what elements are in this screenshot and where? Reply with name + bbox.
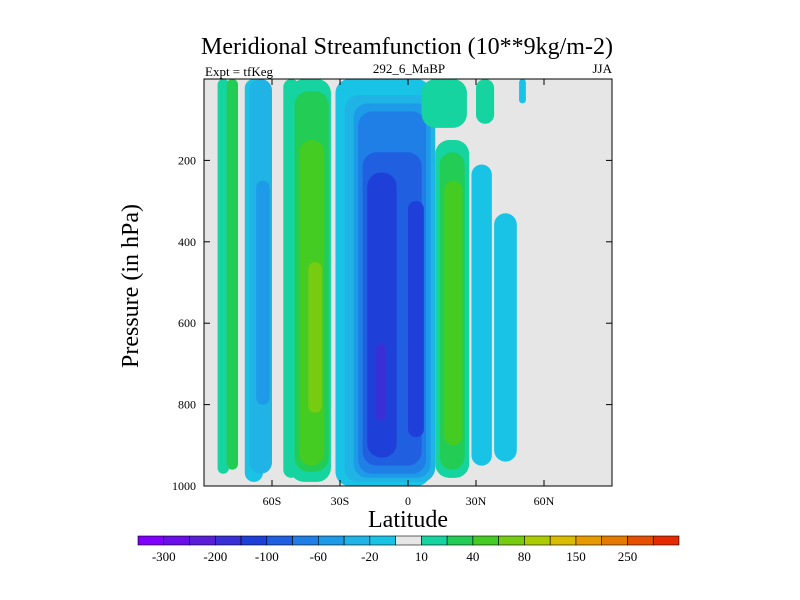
contour-region-18 [421,79,467,128]
y-tick-label-0: 200 [178,153,196,167]
colorbar-label-7: 80 [518,549,531,564]
colorbar-label-9: 250 [618,549,638,564]
colorbar-swatch-4 [240,535,268,546]
colorbar-label-1: -200 [203,549,227,564]
y-tick-label-2: 600 [178,316,196,330]
colorbar-label-0: -300 [152,549,176,564]
colorbar-swatch-20 [652,535,680,546]
colorbar-swatch-3 [214,535,242,546]
colorbar-swatch-10 [395,535,422,546]
center-string: 292_6_MaBP [373,61,445,76]
contour-region-23 [471,164,492,466]
colorbar-swatch-17 [575,535,603,546]
x-tick-label-2: 0 [405,494,411,508]
right-string: JJA [592,61,612,76]
left-string: Expt = tfKeg [205,64,273,79]
contour-fill-group [217,79,526,486]
colorbar-label-3: -60 [310,549,327,564]
colorbar-swatch-14 [498,535,525,546]
y-tick-label-4: 1000 [172,479,196,493]
y-tick-label-3: 800 [178,398,196,412]
colorbar-swatch-0 [137,535,165,546]
contour-region-9 [308,262,322,413]
colorbar-swatch-15 [524,535,551,546]
colorbar-label-8: 150 [566,549,586,564]
contour-region-21 [444,180,463,446]
x-tick-label-0: 60S [263,494,282,508]
colorbar-labels: -300 -200 -100 -60 -20 10 40 80 150 250 [152,549,637,564]
contour-region-4 [256,180,270,405]
colorbar-swatch-6 [292,535,319,546]
x-tick-label-1: 30S [331,494,350,508]
colorbar-label-6: 40 [466,549,479,564]
colorbar-swatch-2 [189,535,216,546]
contour-region-17 [376,343,386,421]
x-tick-label-3: 30N [466,494,487,508]
colorbar-swatch-1 [163,535,190,546]
chart-title: Meridional Streamfunction (10**9kg/m-2) [201,34,613,60]
colorbar-swatch-5 [266,535,293,546]
colorbar-swatch-16 [549,535,577,546]
colorbar [137,535,680,546]
x-axis-label: Latitude [368,507,448,533]
contour-region-16 [408,201,424,438]
contour-region-22 [476,79,495,124]
colorbar-swatch-12 [446,535,474,546]
colorbar-swatch-19 [627,535,654,546]
x-tick-label-4: 60N [534,494,555,508]
colorbar-label-4: -20 [361,549,378,564]
colorbar-swatch-11 [421,535,448,546]
y-tick-label-1: 400 [178,235,196,249]
colorbar-swatch-13 [472,535,499,546]
contour-region-15 [367,172,397,458]
x-axis: 60S 30S 0 30N 60N [263,79,555,508]
contour-region-0 [217,79,229,474]
colorbar-swatch-18 [601,535,628,546]
colorbar-label-5: 10 [415,549,428,564]
contour-region-24 [494,213,517,462]
contour-region-25 [519,79,526,104]
contour-region-1 [226,79,238,470]
y-axis-label: Pressure (in hPa) [118,204,144,368]
colorbar-swatch-9 [369,535,396,546]
colorbar-swatch-8 [343,535,371,546]
y-axis: 200 400 600 800 1000 [172,153,612,493]
colorbar-label-2: -100 [255,549,279,564]
colorbar-swatch-7 [318,535,345,546]
